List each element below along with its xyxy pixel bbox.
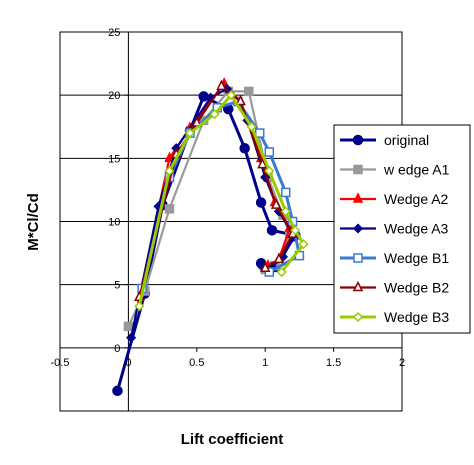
legend-label-0: original	[384, 132, 429, 148]
legend-label-3: Wedge A3	[384, 221, 449, 237]
y-tick-label-5: 25	[108, 27, 120, 39]
series-0-point-0	[112, 385, 123, 397]
legend-marker-3	[352, 223, 364, 234]
x-tick-label-1: 0	[125, 357, 131, 369]
series-6-point-2	[184, 128, 196, 139]
legend-marker-4	[353, 253, 363, 263]
x-tick-labels: -0.5 0 0.5 1 1.5 2	[51, 357, 406, 369]
y-tick-label-3: 15	[108, 153, 120, 165]
series-group	[112, 77, 309, 397]
series-6-point-5	[246, 121, 257, 132]
series-6-point-8	[290, 225, 301, 236]
series-0-point-7	[255, 197, 267, 208]
legend: original w edge A1 Wedge A2 Wedge A3 Wedge B…	[333, 124, 471, 334]
series-6-point-7	[280, 206, 291, 217]
series-2-point-1	[164, 151, 175, 163]
y-tick-label-2: 10	[108, 217, 120, 229]
y-tick-label-0: 0	[114, 343, 120, 355]
x-tick-label-3: 1	[262, 357, 268, 369]
series-6-point-1	[164, 165, 175, 177]
series-6-point-9	[298, 239, 309, 250]
series-1-point-0	[123, 321, 134, 332]
legend-label-1: w edge A1	[383, 162, 450, 178]
legend-marker-2	[352, 192, 364, 203]
y-tick-labels: 0 5 10 15 20 25	[108, 27, 120, 355]
series-3-point-0	[126, 332, 137, 343]
legend-marker-0	[352, 134, 364, 146]
legend-label-4: Wedge B1	[384, 250, 449, 266]
legend-label-6: Wedge B3	[384, 309, 449, 325]
y-axis-title: M*Cl/Cd	[25, 193, 42, 251]
series-5-point-3	[216, 79, 227, 91]
series-5-point-6	[270, 198, 282, 209]
y-tick-label-1: 5	[114, 280, 120, 292]
series-4-point-7	[280, 187, 291, 198]
x-tick-label-4: 1.5	[326, 357, 341, 369]
legend-label-5: Wedge B2	[384, 280, 449, 296]
series-6-point-0	[134, 301, 145, 312]
series-4-point-10	[264, 267, 275, 277]
series-0-point-8	[266, 225, 278, 236]
x-tick-label-2: 0.5	[189, 357, 204, 369]
y-tick-label-4: 20	[108, 90, 120, 102]
series-5-point-9	[259, 261, 271, 272]
series-6	[134, 90, 309, 312]
legend-marker-6	[352, 311, 364, 323]
series-4-point-5	[254, 128, 265, 138]
legend-marker-5	[352, 280, 364, 292]
series-1-point-5	[244, 86, 254, 97]
series-5-point-5	[257, 157, 268, 169]
series-5-point-8	[273, 252, 285, 264]
series-1-point-2	[164, 204, 175, 214]
x-axis-title: Lift coefficient	[181, 431, 284, 448]
x-tick-label-0: -0.5	[51, 357, 70, 369]
series-0-point-6	[239, 142, 250, 154]
series-6-point-6	[264, 165, 275, 177]
series-6-point-4	[225, 90, 237, 101]
series-6-point-3	[209, 109, 220, 120]
legend-label-2: Wedge A2	[384, 191, 449, 207]
series-4-point-6	[264, 147, 275, 157]
series-5-point-4	[235, 94, 246, 106]
legend-marker-1	[353, 164, 363, 175]
series-6-point-10	[276, 266, 287, 278]
x-tick-label-5: 2	[399, 357, 405, 369]
